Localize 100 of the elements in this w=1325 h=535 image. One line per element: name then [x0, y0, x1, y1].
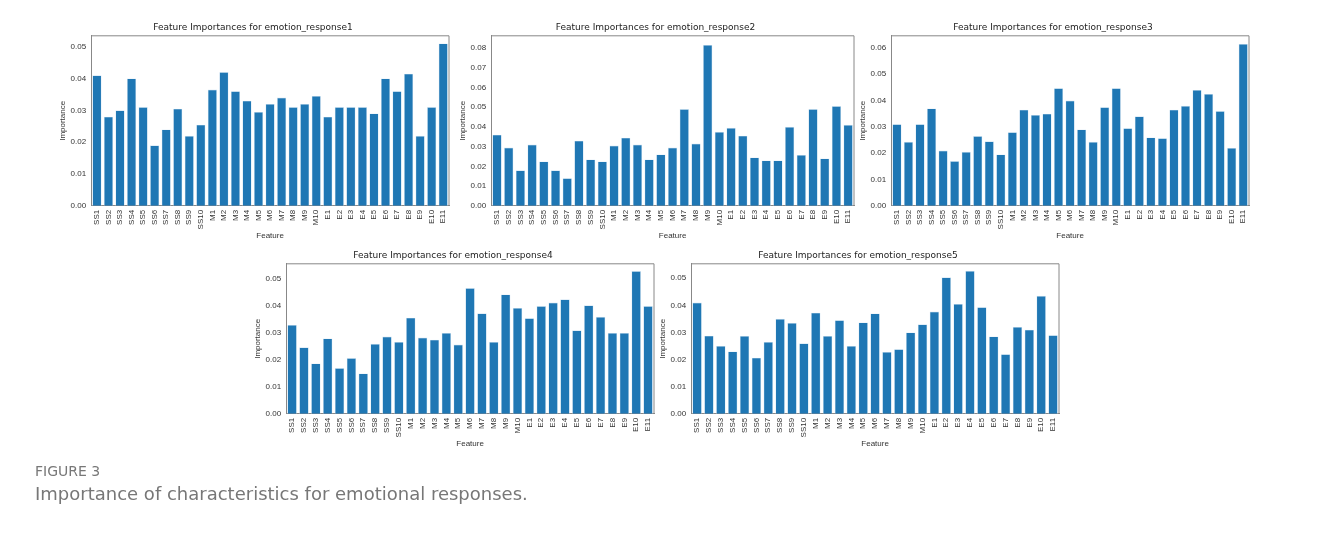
x-tick-label: E2 [738, 209, 748, 220]
x-tick-label: M7 [882, 417, 892, 429]
y-axis-title: Importance [458, 100, 467, 141]
x-tick-label: SS2 [503, 209, 513, 225]
x-tick-label: M2 [417, 417, 427, 429]
x-tick-label: SS6 [949, 209, 959, 225]
x-tick-label: SS2 [704, 417, 714, 433]
x-tick-label: SS4 [727, 417, 737, 433]
x-tick-label: SS5 [539, 209, 549, 225]
x-tick-label: M1 [207, 209, 217, 221]
x-tick-label: E3 [346, 209, 356, 220]
x-tick-label: M10 [917, 417, 927, 434]
x-tick-label: M9 [905, 417, 915, 429]
x-tick-label: SS5 [138, 209, 148, 225]
y-tick-label: 0.04 [870, 95, 887, 105]
chart-title: Feature Importances for emotion_response3 [953, 21, 1153, 32]
x-tick-label: E10 [831, 209, 841, 225]
x-tick-label: E9 [619, 417, 629, 428]
x-tick-label: M9 [299, 209, 309, 221]
x-tick-label: E7 [595, 417, 605, 428]
x-tick-label: SS4 [926, 209, 936, 225]
x-tick-label: M3 [834, 417, 844, 429]
x-axis-title: Feature [658, 231, 687, 241]
x-tick-label: SS3 [115, 209, 125, 225]
x-tick-label: M6 [465, 417, 475, 429]
x-tick-label: M8 [288, 209, 298, 221]
x-tick-label: SS3 [915, 209, 925, 225]
x-tick-label: SS9 [787, 417, 797, 433]
y-tick-label: 0.01 [470, 181, 487, 191]
x-tick-label: E11 [1048, 417, 1058, 432]
x-tick-label: M4 [242, 209, 252, 221]
x-tick-label: E5 [369, 209, 379, 220]
x-tick-label: SS10 [799, 417, 809, 438]
y-tick-label: 0.06 [870, 43, 887, 53]
y-tick-label: 0.04 [470, 122, 487, 132]
x-tick-label: SS7 [562, 209, 572, 225]
x-tick-label: M2 [219, 209, 229, 221]
y-tick-label: 0.03 [470, 141, 487, 151]
x-tick-label: SS9 [382, 417, 392, 433]
x-tick-label: M9 [500, 417, 510, 429]
y-tick-label: 0.06 [470, 82, 487, 92]
x-tick-label: E6 [583, 417, 593, 428]
x-tick-label: SS9 [184, 209, 194, 225]
x-tick-label: E1 [1123, 209, 1132, 220]
x-tick-label: M8 [894, 417, 904, 429]
x-tick-label: E4 [761, 209, 771, 220]
x-axis-title: Feature [1056, 231, 1085, 241]
y-tick-label: 0.03 [870, 122, 887, 132]
x-tick-label: E9 [1024, 417, 1034, 428]
x-axis-title: Feature [861, 439, 890, 449]
x-tick-label: E6 [784, 209, 794, 220]
x-tick-label: E5 [977, 417, 987, 428]
x-tick-label: E11 [438, 209, 448, 224]
y-tick-label: 0.01 [870, 174, 887, 184]
x-tick-label: E2 [536, 417, 546, 428]
y-tick-label: 0.02 [870, 148, 887, 158]
x-tick-label: M7 [276, 209, 286, 221]
x-tick-label: M2 [620, 209, 630, 221]
x-tick-label: SS7 [161, 209, 171, 225]
x-tick-label: E1 [726, 209, 736, 220]
x-tick-label: SS2 [903, 209, 913, 225]
x-tick-label: E3 [953, 417, 963, 428]
x-tick-label: E5 [572, 417, 582, 428]
x-tick-label: M1 [609, 209, 619, 221]
y-tick-label: 0.00 [470, 201, 487, 211]
x-axis-title: Feature [256, 231, 285, 241]
x-tick-label: E2 [1134, 209, 1144, 220]
y-tick-label: 0.05 [470, 102, 487, 112]
x-tick-label: E11 [643, 417, 653, 432]
x-tick-label: E11 [1238, 209, 1248, 224]
x-tick-label: M6 [1065, 209, 1075, 221]
x-tick-label: E9 [415, 209, 425, 220]
x-tick-label: M2 [822, 417, 832, 429]
x-tick-label: E2 [334, 209, 344, 220]
x-tick-label: SS5 [739, 417, 749, 433]
x-tick-label: E4 [357, 209, 367, 220]
y-tick-label: 0.07 [470, 62, 487, 72]
x-tick-label: M4 [644, 209, 654, 221]
x-tick-label: M1 [405, 417, 415, 429]
x-tick-label: E10 [631, 417, 641, 433]
x-tick-label: E1 [323, 209, 332, 220]
x-tick-label: M5 [453, 417, 463, 429]
y-tick-label: 0.01 [670, 381, 687, 391]
x-tick-label: M6 [265, 209, 275, 221]
x-tick-label: SS7 [763, 417, 773, 433]
x-tick-label: SS8 [775, 417, 785, 433]
x-tick-label: M3 [1030, 209, 1040, 221]
x-tick-label: M5 [656, 209, 666, 221]
x-tick-label: E10 [1036, 417, 1046, 433]
x-tick-label: SS9 [984, 209, 994, 225]
x-tick-label: SS1 [492, 209, 502, 225]
x-axis-title: Feature [456, 439, 485, 449]
x-tick-label: M7 [679, 209, 689, 221]
x-tick-label: E8 [1203, 209, 1213, 220]
x-tick-label: E7 [1000, 417, 1010, 428]
x-tick-label: SS10 [597, 209, 607, 230]
x-tick-label: M10 [512, 417, 522, 434]
x-tick-label: M9 [702, 209, 712, 221]
x-tick-label: E3 [1146, 209, 1156, 220]
chart-title: Feature Importances for emotion_response5 [758, 249, 958, 260]
